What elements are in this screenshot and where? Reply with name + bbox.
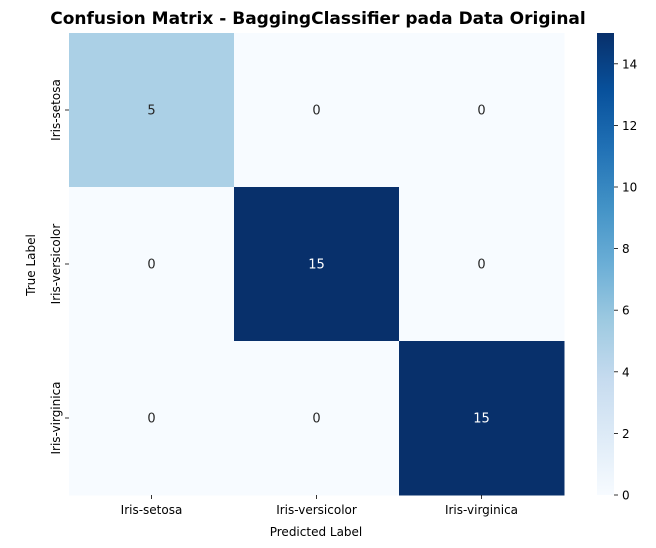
- colorbar-tick-label: 10: [622, 181, 637, 195]
- chart-title: Confusion Matrix - BaggingClassifier pad…: [50, 9, 585, 29]
- colorbar-tick-label: 8: [622, 242, 630, 256]
- colorbar: [597, 33, 614, 495]
- colorbar-tick-label: 14: [622, 57, 637, 71]
- colorbar-tick-label: 4: [622, 365, 630, 379]
- cell-value-label: 5: [147, 104, 155, 119]
- y-axis-ticks: Iris-setosa Iris-versicolor Iris-virginica: [49, 79, 69, 455]
- colorbar-tick-label: 6: [622, 304, 630, 318]
- colorbar-tick-label: 0: [622, 489, 630, 503]
- heatmap-cell: [69, 33, 235, 188]
- x-tick-label: Iris-virginica: [445, 503, 518, 517]
- y-tick-label: Iris-versicolor: [49, 224, 63, 305]
- heatmap-cell: [399, 341, 565, 496]
- x-tick-label: Iris-setosa: [121, 503, 183, 517]
- cell-value-label: 15: [473, 412, 490, 427]
- x-axis-label: Predicted Label: [270, 525, 363, 539]
- cell-value-label: 0: [477, 104, 485, 119]
- cell-value-label: 0: [477, 258, 485, 273]
- heatmap-cell-labels: 5 0 0 0 15 0 0 0 15: [147, 104, 489, 427]
- cell-value-label: 15: [308, 258, 325, 273]
- heatmap-cell: [234, 341, 400, 496]
- x-axis-ticks: Iris-setosa Iris-versicolor Iris-virginica: [121, 495, 518, 517]
- heatmap-cell: [399, 187, 565, 342]
- cell-value-label: 0: [147, 412, 155, 427]
- cell-value-label: 0: [312, 104, 320, 119]
- heatmap-cell: [399, 33, 565, 188]
- y-axis-label: True Label: [24, 234, 38, 297]
- heatmap-cells: [69, 33, 565, 496]
- heatmap-cell: [69, 341, 235, 496]
- colorbar-tick-label: 12: [622, 119, 637, 133]
- y-tick-label: Iris-virginica: [49, 381, 63, 454]
- heatmap-cell: [69, 187, 235, 342]
- cell-value-label: 0: [312, 412, 320, 427]
- cell-value-label: 0: [147, 258, 155, 273]
- heatmap-cell: [234, 187, 400, 342]
- y-tick-label: Iris-setosa: [49, 79, 63, 141]
- colorbar-tick-label: 2: [622, 427, 630, 441]
- x-tick-label: Iris-versicolor: [276, 503, 357, 517]
- colorbar-ticks: 0 2 4 6 8 10 12 14: [614, 57, 637, 503]
- heatmap-cell: [234, 33, 400, 188]
